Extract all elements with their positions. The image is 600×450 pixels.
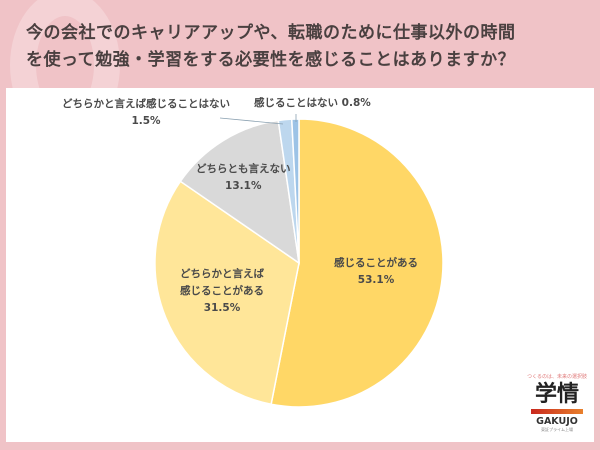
label-s2-name: どちらとも言えない bbox=[196, 163, 291, 175]
title-line-2: を使って勉強・学習をする必要性を感じることはありますか？ bbox=[26, 50, 516, 70]
label-s3-pct: 1.5% bbox=[131, 115, 161, 127]
logo-name: GAKUJO bbox=[536, 416, 578, 427]
label-s1-name2: 感じることがある bbox=[180, 285, 264, 297]
label-s0-name: 感じることがある bbox=[334, 257, 418, 269]
label-s1-pct: 31.5% bbox=[203, 302, 241, 314]
logo-tagline: つくるのは、未来の選択肢 bbox=[527, 374, 587, 380]
label-s0-pct: 53.1% bbox=[357, 274, 395, 286]
pie-slice-0 bbox=[270, 118, 444, 408]
gakujo-logo: つくるのは、未来の選択肢 学情 GAKUJO 東証プライム上場 bbox=[525, 373, 589, 433]
label-s4: 感じることはない 0.8% bbox=[254, 95, 371, 112]
logo-sub: 東証プライム上場 bbox=[541, 427, 573, 432]
pie-slice-4 bbox=[290, 118, 300, 264]
label-s2-pct: 13.1% bbox=[225, 180, 262, 192]
label-s1-name1: どちらかと言えば bbox=[180, 268, 264, 280]
label-s4-text: 感じることはない 0.8% bbox=[254, 97, 371, 109]
label-s3-name: どちらかと言えば感じることはない bbox=[62, 98, 230, 110]
chart-title: 今の会社でのキャリアアップや、転職のために仕事以外の時間 を使って勉強・学習をす… bbox=[26, 20, 586, 74]
pie-slice-1 bbox=[154, 180, 300, 406]
label-s2: どちらとも言えない 13.1% bbox=[196, 161, 291, 195]
label-s3: どちらかと言えば感じることはない 1.5% bbox=[62, 96, 230, 130]
pie-slice-2 bbox=[179, 119, 300, 265]
label-s1: どちらかと言えば 感じることがある 31.5% bbox=[180, 266, 264, 317]
logo-bar bbox=[531, 409, 583, 414]
leader-line-s3 bbox=[219, 117, 284, 125]
title-line-1: 今の会社でのキャリアアップや、転職のために仕事以外の時間 bbox=[26, 23, 516, 43]
label-s0: 感じることがある 53.1% bbox=[334, 255, 418, 289]
logo-kanji: 学情 bbox=[534, 382, 579, 407]
